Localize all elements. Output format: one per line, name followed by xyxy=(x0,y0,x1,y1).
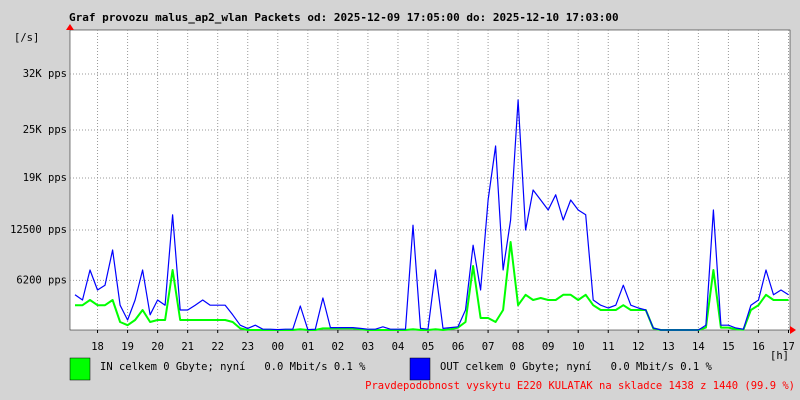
x-tick-label: 03 xyxy=(362,341,375,353)
y-tick-label: 32K pps xyxy=(23,68,67,80)
chart-title: Graf provozu malus_ap2_wlan Packets od: … xyxy=(69,11,619,24)
x-tick-label: 20 xyxy=(151,341,164,353)
x-tick-label: 05 xyxy=(422,341,435,353)
x-axis-label: [h] xyxy=(770,350,789,362)
x-tick-label: 12 xyxy=(632,341,645,353)
legend-swatch xyxy=(409,357,431,381)
legend-label: OUT celkem 0 Gbyte; nyní 0.0 Mbit/s 0.1 … xyxy=(440,361,713,373)
x-tick-label: 17 xyxy=(782,341,795,353)
y-axis-label: [/s] xyxy=(14,32,39,44)
x-tick-label: 15 xyxy=(722,341,735,353)
footnote: Pravdepodobnost vyskytu E220 KULATAK na … xyxy=(365,380,795,392)
grid xyxy=(70,30,790,333)
legend-label: IN celkem 0 Gbyte; nyní 0.0 Mbit/s 0.1 % xyxy=(100,361,366,373)
x-tick-label: 21 xyxy=(181,341,194,353)
x-tick-label: 13 xyxy=(662,341,675,353)
x-tick-label: 16 xyxy=(752,341,765,353)
series-line xyxy=(74,99,789,331)
x-tick-label: 22 xyxy=(211,341,224,353)
legend: IN celkem 0 Gbyte; nyní 0.0 Mbit/s 0.1 %… xyxy=(69,357,713,381)
x-tick-label: 00 xyxy=(271,341,284,353)
x-tick-label: 14 xyxy=(692,341,705,353)
x-tick-label: 10 xyxy=(572,341,585,353)
x-tick-label: 04 xyxy=(392,341,405,353)
y-tick-label: 6200 pps xyxy=(16,274,67,286)
x-tick-label: 01 xyxy=(302,341,315,353)
x-tick-label: 11 xyxy=(602,341,615,353)
x-tick-label: 02 xyxy=(332,341,345,353)
y-axis-arrow xyxy=(66,24,74,30)
x-tick-label: 19 xyxy=(121,341,134,353)
x-axis-arrow xyxy=(790,326,796,334)
y-tick-label: 25K pps xyxy=(23,124,67,136)
x-tick-label: 09 xyxy=(542,341,555,353)
y-tick-label: 19K pps xyxy=(23,172,67,184)
x-tick-label: 06 xyxy=(452,341,465,353)
legend-swatch xyxy=(69,357,91,381)
lines xyxy=(74,99,789,331)
x-tick-label: 23 xyxy=(241,341,254,353)
x-tick-label: 08 xyxy=(512,341,525,353)
y-tick-label: 12500 pps xyxy=(10,224,67,236)
x-tick-label: 18 xyxy=(91,341,104,353)
x-tick-label: 07 xyxy=(482,341,495,353)
